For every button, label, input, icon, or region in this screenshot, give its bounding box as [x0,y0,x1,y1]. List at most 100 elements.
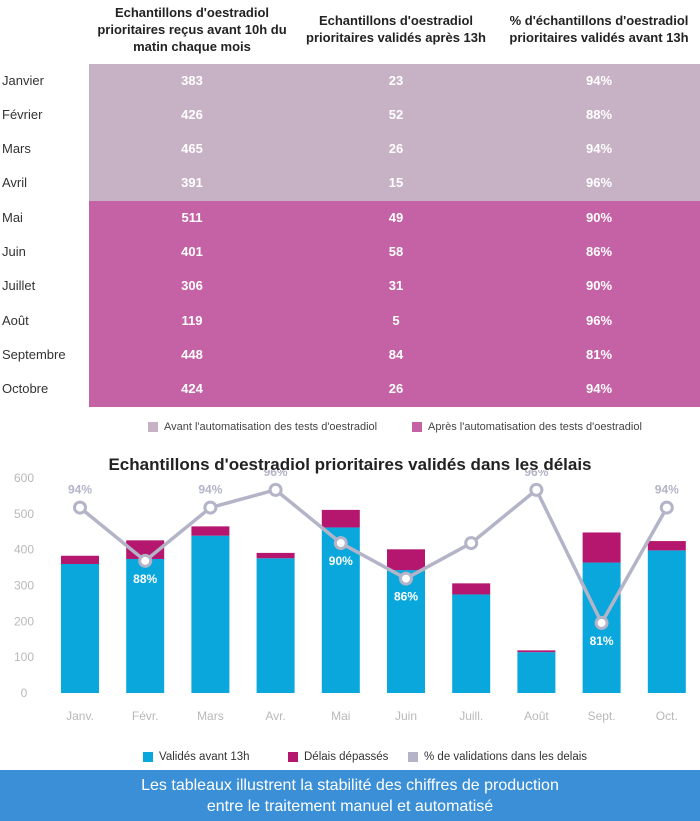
header-percent: % d'échantillons d'oestradiol prioritair… [509,13,689,45]
legend-swatch-late [288,752,298,762]
table-row: Avril 391 15 96% [0,166,700,200]
x-tick-label: Juill. [459,709,483,723]
footer-line-2: entre le traitement manuel et automatisé [206,798,494,815]
received-cell: 424 [181,381,203,396]
table-row: Février 426 52 88% [0,98,700,132]
late-cell: 49 [388,210,404,225]
percent-cell: 96% [585,175,613,190]
percent-label: 90% [329,554,353,568]
percent-label: 86% [394,590,418,604]
month-label: Août [2,313,29,328]
chart-title: Echantillons d'oestradiol prioritaires v… [108,455,592,474]
y-tick-label: 500 [14,507,34,521]
y-tick-label: 600 [14,471,34,485]
received-cell: 448 [181,347,203,362]
bar-late [647,541,686,551]
late-cell: 26 [388,381,404,396]
percent-point [73,500,87,515]
legend-label-before: Avant l'automatisation des tests d'oestr… [164,421,378,433]
bar-late [452,583,491,595]
percent-point [268,482,283,497]
received-cell: 383 [181,73,203,88]
legend-label-valid: Validés avant 13h [159,751,250,763]
stacked-bar-line-chart: 0 100 200 300 400 500 600 Janv. Févr. Mars Avr. Mai… [14,470,686,723]
percent-label: 94% [68,483,92,497]
percent-label: 94% [198,483,222,497]
legend-swatch-valid [143,752,153,762]
percent-cell: 94% [585,381,613,396]
percent-label: 96% [524,470,548,479]
late-cell: 31 [388,278,404,293]
x-tick-label: Avr. [265,709,285,723]
bar-late [321,509,360,528]
header-received: Echantillons d'oestradiol prioritaires r… [97,4,287,54]
table-row: Octobre 424 26 94% [0,372,700,406]
x-tick-label: Sept. [588,709,616,723]
received-cell: 401 [181,244,203,259]
percent-point [399,571,413,586]
percent-cell: 81% [585,347,613,362]
bar-late [582,532,621,563]
percent-cell: 88% [585,107,613,122]
late-cell: 58 [388,244,404,259]
table-legend-before: Avant l'automatisation des tests d'oestr… [148,421,377,433]
table-row: Janvier 383 23 94% [0,64,700,98]
x-tick-label: Janv. [66,709,94,723]
month-label: Avril [2,175,28,190]
footer-banner: Les tableaux illustrent la stabilité des… [0,770,700,821]
late-cell: 52 [388,107,404,122]
table-row: Septembre 448 84 81% [0,338,700,372]
x-tick-label: Août [524,709,549,723]
month-label: Octobre [2,381,49,396]
received-cell: 511 [181,210,203,225]
percent-point [529,482,544,497]
month-label: Mars [2,141,31,156]
x-tick-label: Mai [331,709,350,723]
chart-legend-late: Délais dépassés [288,751,388,763]
month-label: Juillet [2,278,36,293]
table-row: Mars 465 26 94% [0,132,700,166]
chart-legend-valid: Validés avant 13h [143,751,250,763]
x-tick-label: Oct. [656,709,678,723]
received-cell: 426 [181,107,203,122]
late-cell: 84 [388,347,404,362]
percent-cell: 86% [585,244,613,259]
table-before-block [89,64,700,201]
percent-point [203,500,218,515]
legend-swatch-before [148,422,158,432]
x-tick-label: Févr. [132,709,159,723]
y-tick-label: 100 [14,650,34,664]
y-tick-label: 200 [14,614,34,628]
percent-point [138,553,153,568]
received-cell: 119 [181,313,203,328]
legend-label-late: Délais dépassés [304,751,389,763]
late-cell: 23 [388,73,404,88]
bar-late [517,650,556,653]
percent-point [659,500,674,515]
bar-valid [387,570,425,693]
x-tick-label: Juin [395,709,417,723]
month-label: Février [2,107,43,122]
bar-valid [61,564,99,693]
bar-valid [191,535,230,693]
chart-legend-percent: % de validations dans les delais [408,751,587,763]
percent-label: 96% [264,470,288,479]
month-label: Janvier [2,73,44,88]
percent-cell: 96% [585,313,613,328]
late-cell: 15 [388,175,404,190]
bar-late [387,549,425,571]
percent-cell: 90% [585,278,613,293]
received-cell: 391 [181,175,203,190]
y-tick-label: 0 [21,686,28,700]
percent-point [464,536,479,551]
percent-label: 88% [133,572,157,586]
bar-valid [321,527,360,693]
percent-label: 90% [459,554,483,568]
percent-point [333,536,348,551]
received-cell: 306 [181,278,203,293]
month-label: Juin [2,244,26,259]
bar-valid [517,652,556,693]
percent-cell: 94% [585,73,613,88]
x-tick-label: Mars [197,709,224,723]
legend-label-after: Après l'automatisation des tests d'oestr… [428,421,642,433]
